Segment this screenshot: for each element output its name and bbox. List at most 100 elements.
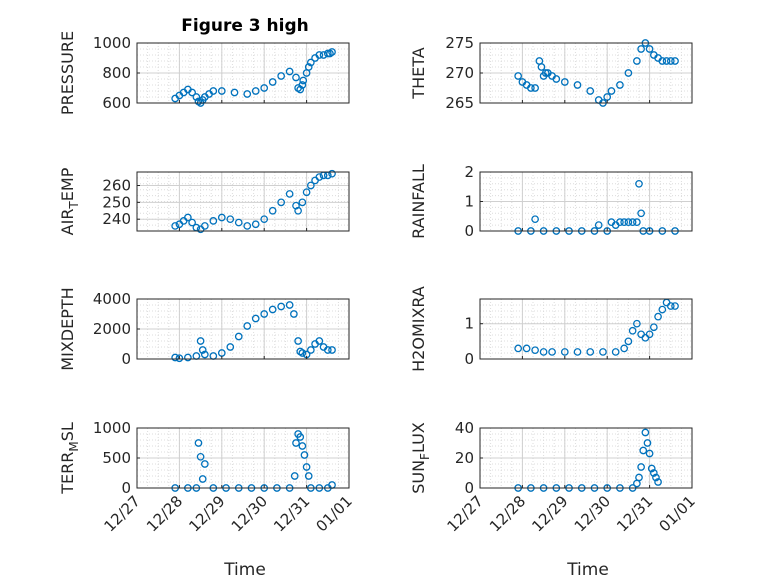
data-point [243,322,252,330]
y-tick-label: 240 [102,210,131,228]
y-axis-label-part: TERR [58,452,77,495]
y-axis-label: SUNFLUX [409,422,432,494]
data-point [226,343,235,351]
data-point [537,63,546,71]
data-point [643,439,652,447]
figure-title: Figure 3 high [181,16,309,36]
x-tick-label: 12/28 [486,492,529,535]
data-point [268,206,277,215]
data-point [290,310,298,318]
panel-rainfall: 0 1 2 RAINFALL [409,163,693,240]
x-axis-label-right: Time [566,560,609,580]
data-point [175,354,184,363]
y-axis-label-part: AIR [58,209,77,236]
data-point [285,67,294,76]
data-point [620,344,629,353]
data-point [628,326,637,335]
data-point [277,302,286,311]
data-point [628,218,637,226]
data-point [552,75,561,83]
data-point [635,179,643,188]
data-point [306,58,315,67]
data-point [573,81,582,89]
x-tick-label: 12/27 [444,492,487,535]
panel-sun-flux: 0 20 40 SUNFLUX 12/27 12/28 12/29 12/30 12/31 01/… [409,419,699,535]
x-tick-label: 12/30 [571,492,614,535]
data-point [277,198,286,207]
data-point [243,222,252,230]
data-point [671,302,679,310]
data-point [285,301,294,309]
data-point [304,472,313,480]
data-point [171,353,180,362]
y-axis-label: TERRMSL [58,422,81,495]
x-tick-label: 12/30 [228,492,271,535]
data-point [192,93,201,101]
y-tick-label: 20 [455,449,474,467]
data-point [654,312,662,321]
data-point [633,319,641,328]
data-point [637,463,645,471]
x-tick-label: 12/27 [101,492,144,535]
data-point [635,473,643,482]
data-point [285,190,294,198]
axes-frame [136,171,350,232]
y-tick-label: 250 [102,193,131,211]
x-axis-label-left: Time [223,560,266,580]
data-point [298,442,307,450]
data-point [586,348,595,356]
y-tick-label: 4000 [93,290,131,308]
y-axis-label-part: SUN [409,460,428,494]
y-axis-label-part: EMP [58,167,77,201]
data-point [298,349,307,357]
data-point [304,63,313,71]
data-point [527,84,535,92]
data-point [302,188,311,197]
y-axis-label-part: LUX [409,422,428,453]
y-tick-label: 2000 [93,320,131,338]
y-axis-label: MIXDEPTH [58,287,77,370]
data-point [666,302,675,310]
y-tick-label: 1 [464,193,474,211]
data-point [539,348,548,356]
data-point [662,57,671,65]
data-point [196,337,205,345]
panel-theta: 265 270 275 THETA [409,34,693,112]
data-point [607,218,616,226]
data-point [251,220,260,229]
data-point [300,451,309,459]
data-point [616,81,624,89]
data-point [234,218,243,227]
panel-mixdepth: 0 2000 4000 MIXDEPTH [58,287,350,371]
data-point [599,348,607,356]
data-point [624,218,633,226]
data-point [171,222,180,230]
data-point [306,346,315,354]
data-point [658,57,667,65]
data-point [306,181,315,190]
data-point [296,85,305,94]
data-point [514,72,523,80]
data-point [260,84,269,92]
data-point [645,45,654,53]
data-point [188,88,196,97]
data-point [200,222,209,230]
data-point [243,90,252,98]
data-point [645,330,654,339]
data-point [268,78,277,86]
data-point [217,213,226,222]
data-point [251,314,260,323]
data-point [620,218,629,226]
data-point [200,460,209,468]
data-point [573,348,582,356]
y-axis-label: AIRTEMP [58,167,81,235]
data-point [251,87,260,95]
y-axis-label-subscript: F [418,453,432,460]
y-tick-label: 500 [102,449,131,467]
y-axis-label-part: SL [58,422,77,441]
data-point [260,215,269,224]
y-tick-label: 2 [464,163,474,181]
y-tick-label: 1 [464,315,474,333]
y-axis-label: PRESSURE [58,31,77,115]
data-point [645,449,654,458]
